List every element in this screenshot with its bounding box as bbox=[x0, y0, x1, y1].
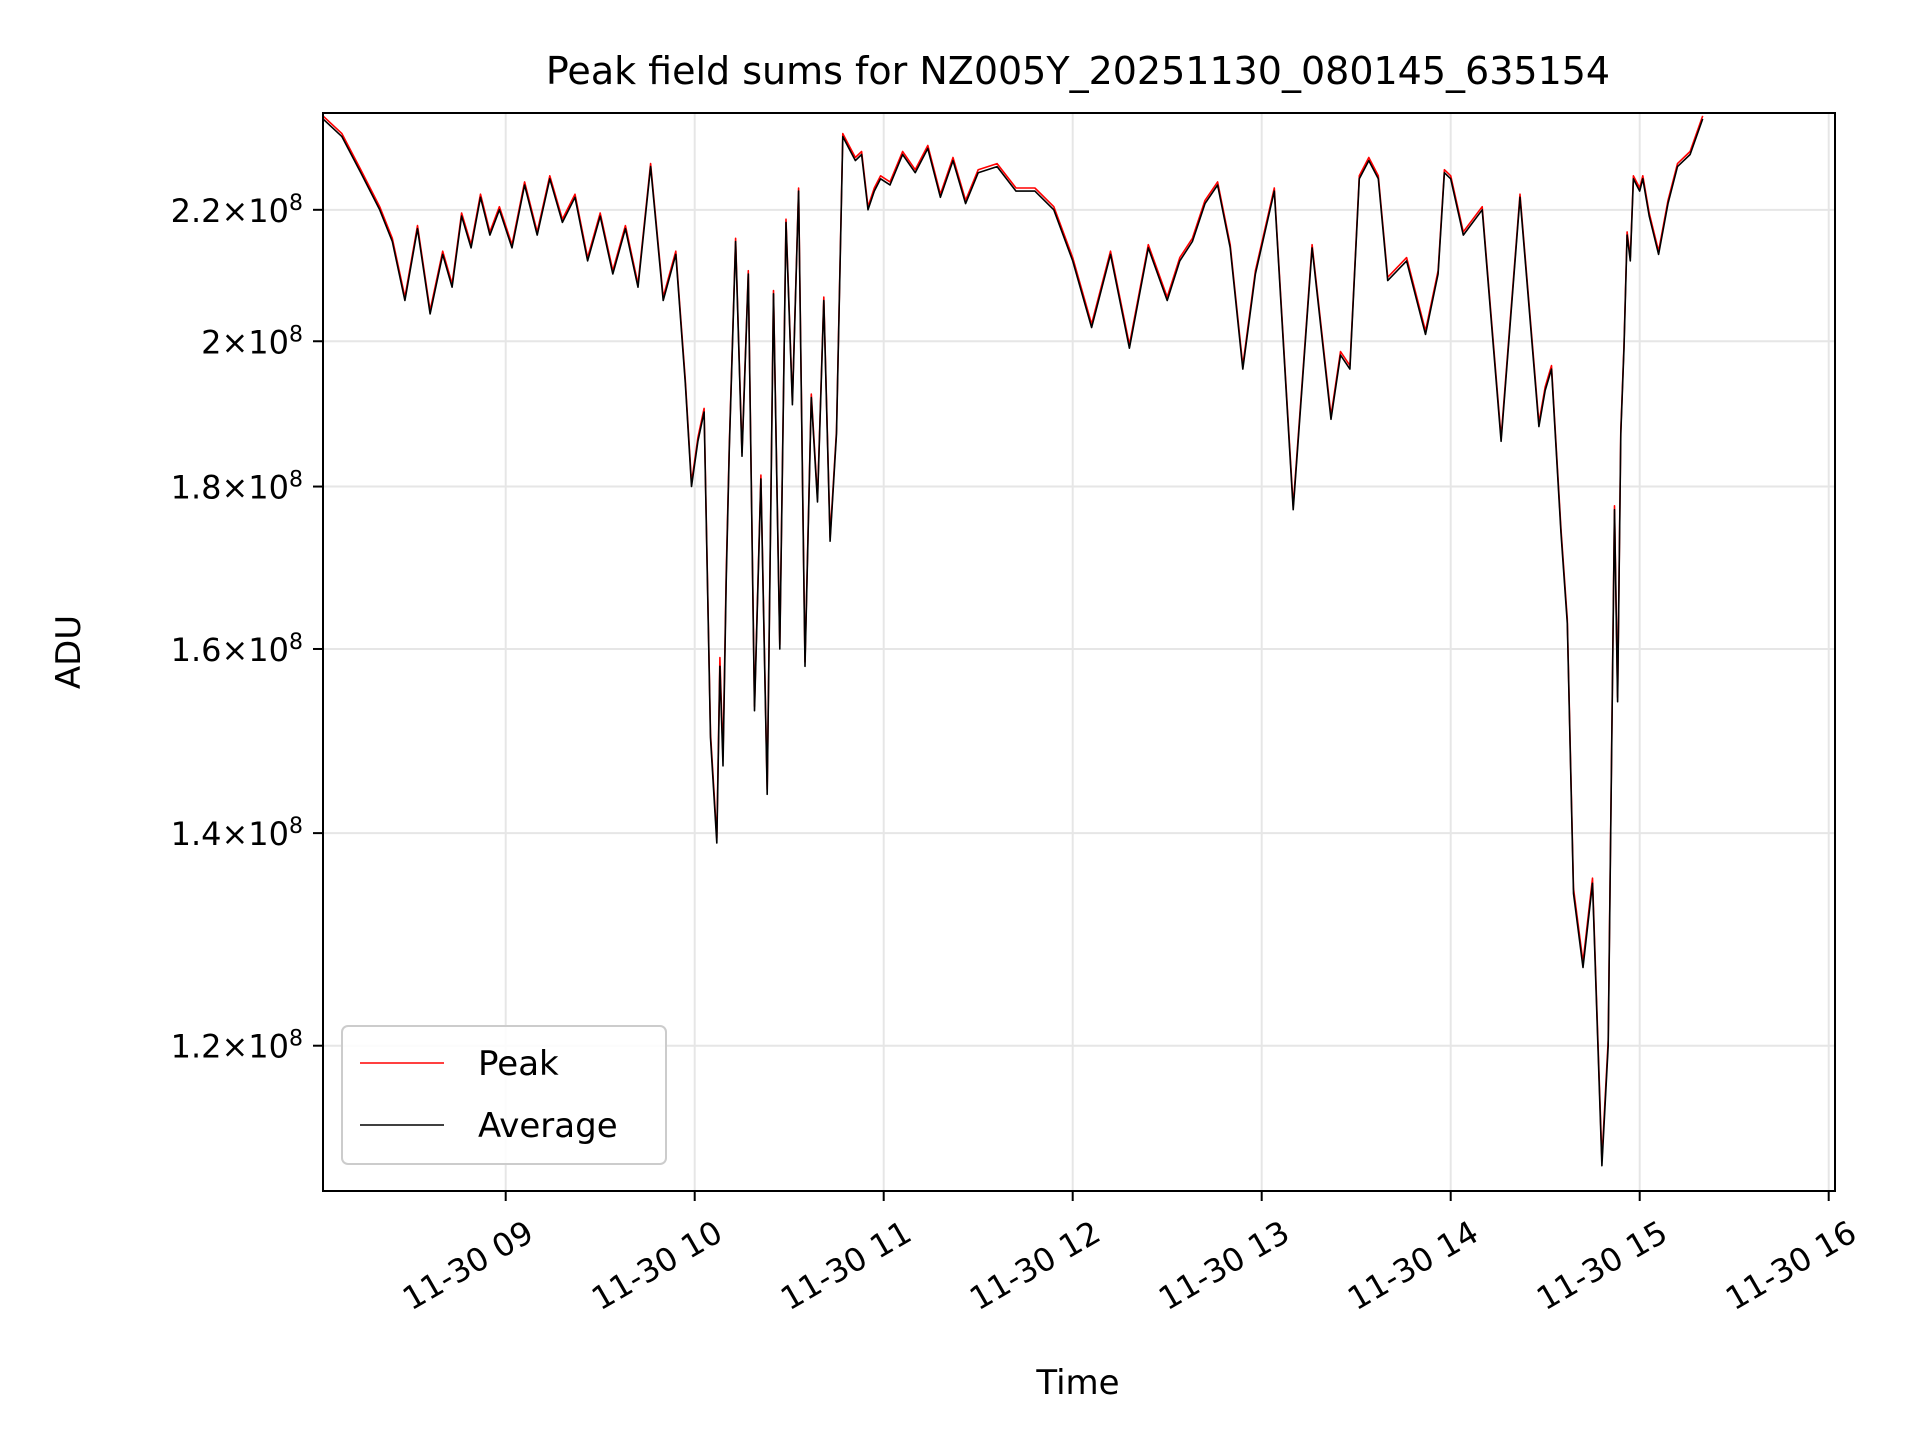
x-axis-label: Time bbox=[1035, 1363, 1119, 1403]
y-tick-label: 1.6×108 bbox=[171, 629, 303, 669]
y-tick-label: 2×108 bbox=[201, 322, 303, 362]
legend-box bbox=[341, 1025, 667, 1165]
y-tick-label: 2.2×108 bbox=[171, 190, 303, 230]
y-tick-label: 1.2×108 bbox=[171, 1026, 303, 1066]
y-tick-label: 1.4×108 bbox=[171, 814, 303, 854]
legend-label-peak: Peak bbox=[478, 1044, 559, 1084]
legend: Peak Average bbox=[341, 1025, 667, 1165]
series-line-average bbox=[322, 118, 1704, 1167]
y-axis-label: ADU bbox=[49, 615, 89, 689]
y-tick-label: 1.8×108 bbox=[171, 467, 303, 507]
plot-frame bbox=[322, 112, 1836, 1192]
y-axis: 1.2×108 1.4×108 1.6×108 1.8×108 2×108 2.2×108 bbox=[171, 190, 323, 1066]
legend-label-average: Average bbox=[478, 1106, 618, 1146]
chart-title: Peak field sums for NZ005Y_20251130_0801… bbox=[546, 49, 1610, 93]
series-lines bbox=[322, 115, 1704, 1167]
